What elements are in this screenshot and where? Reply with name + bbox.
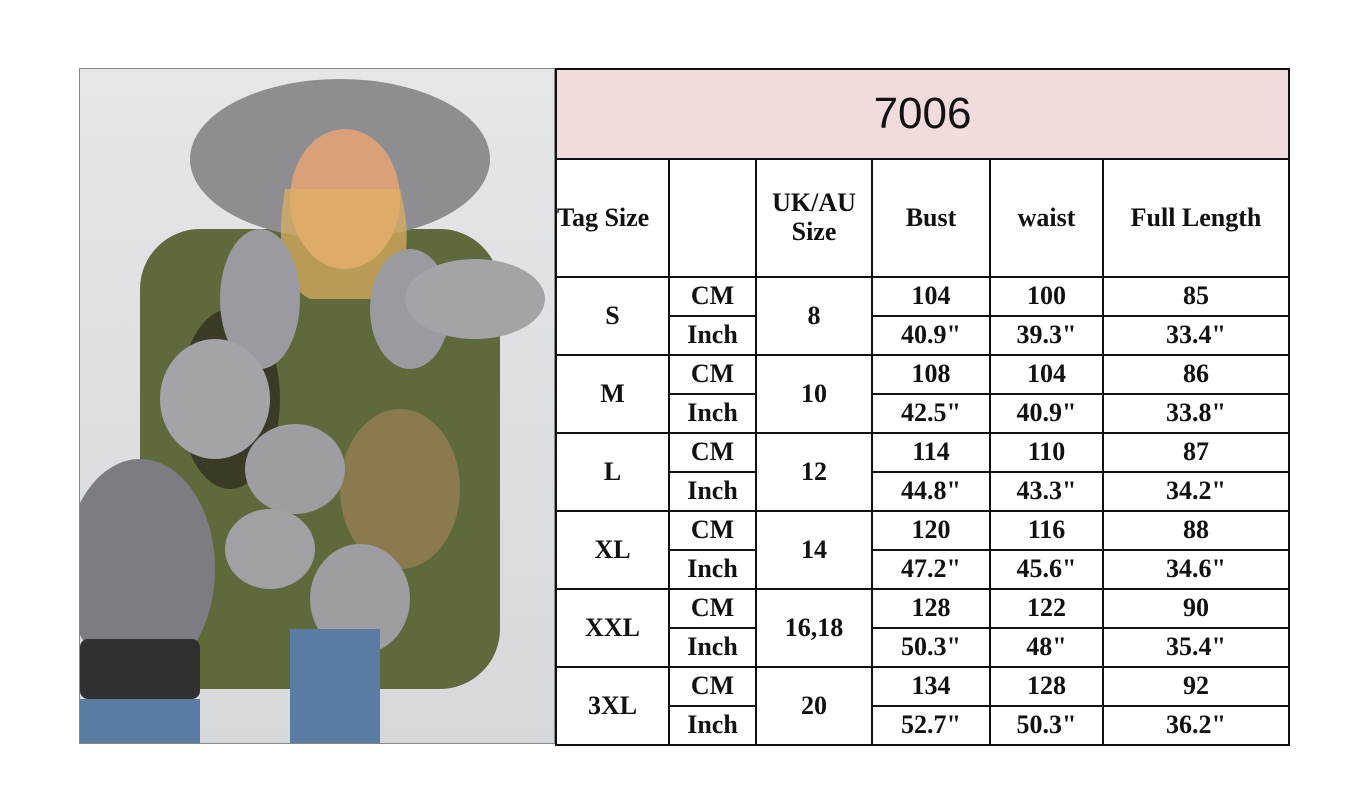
size-chart-table: 7006 Tag Size UK/AU Size Bust waist Full Len…: [554, 68, 1291, 746]
waist-cell: 100: [989, 276, 1104, 317]
tag-size-cell: S: [555, 276, 670, 356]
table-row: Inch 47.2" 45.6" 34.6": [556, 549, 1291, 590]
length-cell: 34.2": [1101, 471, 1291, 512]
tag-size-cell: XL: [555, 510, 670, 590]
table-row: XXL CM 16,18 128 122 90: [555, 588, 1291, 668]
chart-title: 7006: [554, 68, 1291, 160]
unit-cell: Inch: [668, 393, 757, 434]
table-row: S CM 8 104 100 85: [555, 276, 1291, 356]
length-cell: 88: [1101, 510, 1291, 551]
uk-au-size-cell: 20: [755, 666, 873, 746]
table-row: M CM 10 108 104 86: [555, 354, 1291, 434]
model-in-camo-parka-image: [80, 79, 545, 743]
waist-cell: 122: [989, 588, 1104, 629]
bust-cell: 52.7": [871, 705, 991, 746]
uk-au-size-cell: 8: [755, 276, 873, 356]
waist-cell: 104: [989, 354, 1104, 395]
bust-cell: 134: [871, 666, 991, 707]
table-row: Inch 40.9" 39.3" 33.4": [556, 315, 1291, 356]
length-cell: 36.2": [1101, 705, 1291, 746]
table-row: Inch 44.8" 43.3" 34.2": [556, 471, 1291, 512]
table-row: L CM 12 114 110 87: [555, 432, 1291, 512]
table-row: 3XL CM 20 134 128 92: [555, 666, 1291, 746]
waist-cell: 43.3": [989, 471, 1104, 512]
tag-size-cell: M: [555, 354, 670, 434]
unit-cell: CM: [668, 588, 757, 629]
unit-cell: Inch: [668, 315, 757, 356]
bust-cell: 120: [871, 510, 991, 551]
tag-size-cell: L: [555, 432, 670, 512]
bust-cell: 50.3": [871, 627, 991, 668]
length-cell: 33.4": [1101, 315, 1291, 356]
length-cell: 85: [1101, 276, 1291, 317]
tag-size-cell: XXL: [555, 588, 670, 668]
waist-cell: 116: [989, 510, 1104, 551]
bust-cell: 108: [871, 354, 991, 395]
bust-cell: 47.2": [871, 549, 991, 590]
length-cell: 86: [1101, 354, 1291, 395]
uk-au-size-cell: 16,18: [755, 588, 873, 668]
uk-au-size-cell: 14: [755, 510, 873, 590]
bust-cell: 42.5": [871, 393, 991, 434]
header-tag-size: Tag Size: [555, 158, 670, 278]
table-row: XL CM 14 120 116 88: [555, 510, 1291, 590]
unit-cell: CM: [668, 510, 757, 551]
length-cell: 34.6": [1101, 549, 1291, 590]
unit-cell: CM: [668, 276, 757, 317]
length-cell: 90: [1101, 588, 1291, 629]
waist-cell: 39.3": [989, 315, 1104, 356]
uk-au-size-cell: 10: [755, 354, 873, 434]
waist-cell: 50.3": [989, 705, 1104, 746]
table-row: Inch 50.3" 48" 35.4": [556, 627, 1291, 668]
header-waist: waist: [989, 158, 1104, 278]
header-full-length: Full Length: [1101, 158, 1291, 278]
length-cell: 35.4": [1101, 627, 1291, 668]
waist-cell: 110: [989, 432, 1104, 473]
waist-cell: 40.9": [989, 393, 1104, 434]
header-uk-au-size: UK/AU Size: [755, 158, 873, 278]
length-cell: 87: [1101, 432, 1291, 473]
bust-cell: 40.9": [871, 315, 991, 356]
size-chart: 7006 Tag Size UK/AU Size Bust waist Full Len…: [554, 68, 1291, 746]
bust-cell: 104: [871, 276, 991, 317]
table-row: Inch 42.5" 40.9" 33.8": [556, 393, 1291, 434]
unit-cell: CM: [668, 354, 757, 395]
unit-cell: CM: [668, 432, 757, 473]
product-photo: [79, 68, 555, 744]
waist-cell: 48": [989, 627, 1104, 668]
unit-cell: Inch: [668, 471, 757, 512]
uk-au-size-cell: 12: [755, 432, 873, 512]
bust-cell: 114: [871, 432, 991, 473]
bust-cell: 128: [871, 588, 991, 629]
unit-cell: Inch: [668, 549, 757, 590]
tag-size-cell: 3XL: [555, 666, 670, 746]
header-bust: Bust: [871, 158, 991, 278]
header-unit: [668, 158, 757, 278]
length-cell: 33.8": [1101, 393, 1291, 434]
length-cell: 92: [1101, 666, 1291, 707]
waist-cell: 45.6": [989, 549, 1104, 590]
table-row: Inch 52.7" 50.3" 36.2": [556, 705, 1291, 746]
waist-cell: 128: [989, 666, 1104, 707]
unit-cell: Inch: [668, 627, 757, 668]
bust-cell: 44.8": [871, 471, 991, 512]
unit-cell: Inch: [668, 705, 757, 746]
unit-cell: CM: [668, 666, 757, 707]
